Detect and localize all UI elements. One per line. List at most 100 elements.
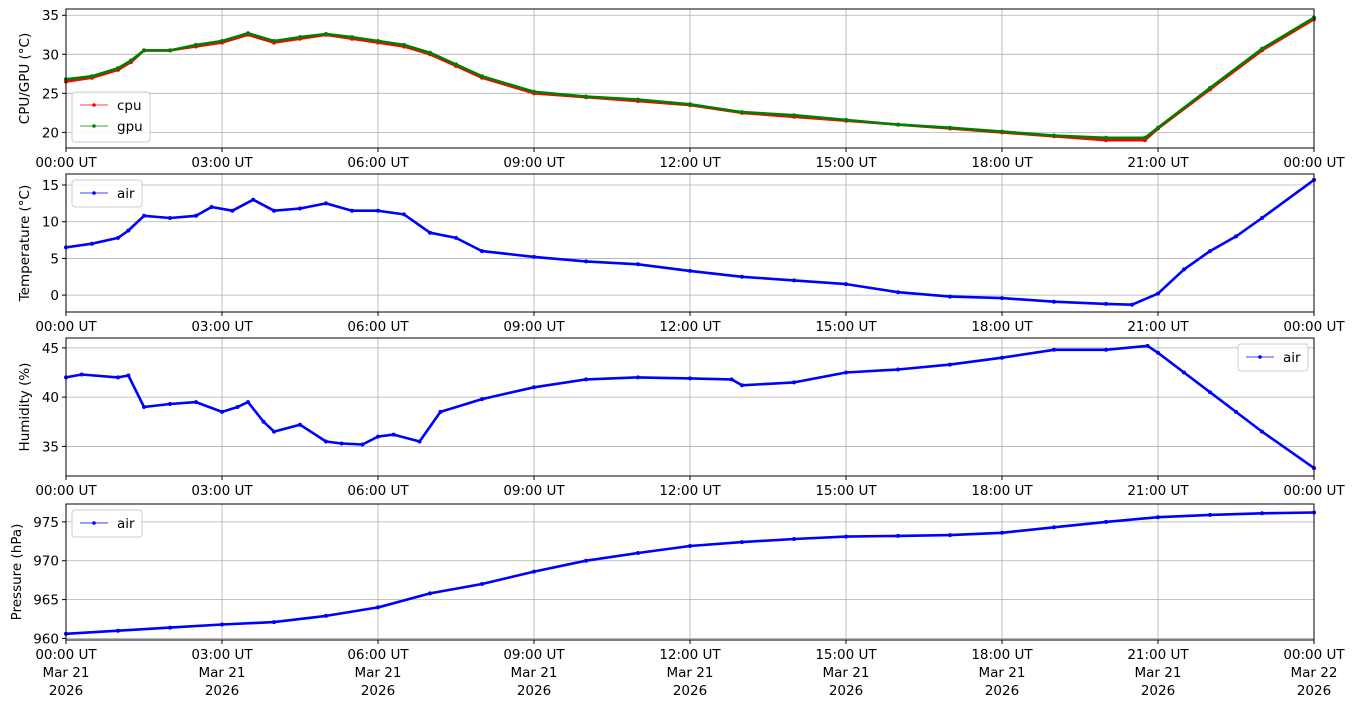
- data-point: [1208, 249, 1212, 254]
- data-point: [168, 402, 172, 406]
- data-point: [391, 432, 396, 437]
- series-points-air: [64, 343, 1316, 471]
- legend-label-air: air: [117, 186, 135, 202]
- data-point: [142, 405, 146, 409]
- data-point: [584, 558, 588, 563]
- data-point: [792, 380, 796, 385]
- x-tick-date: Mar 21: [43, 665, 90, 681]
- series-points-air: [64, 510, 1316, 636]
- data-point: [324, 613, 328, 618]
- data-point: [1260, 216, 1264, 220]
- chart-panel-3: 35 40 45 Humidity (%) 00:00 UT 03:00 UT 06:00 …: [17, 337, 1345, 499]
- x-tick-label: 03:00 UT: [191, 319, 253, 335]
- data-point: [896, 122, 900, 127]
- y-tick-label: 965: [33, 593, 59, 609]
- x-tick-year: 2026: [49, 683, 83, 699]
- data-point: [220, 409, 224, 414]
- data-point: [350, 208, 354, 213]
- data-point: [1104, 519, 1108, 524]
- data-point: [324, 32, 328, 36]
- x-tick-label: 21:00 UT: [1127, 319, 1189, 335]
- x-tick-label: 03:00 UT: [191, 483, 253, 499]
- y-tick-label: 40: [42, 390, 59, 406]
- x-tick-label: 21:00 UT: [1127, 483, 1189, 499]
- legend-label-air: air: [1283, 350, 1301, 366]
- data-point: [792, 278, 796, 283]
- data-point: [1145, 343, 1150, 348]
- data-point: [1130, 302, 1134, 307]
- data-point: [896, 367, 900, 372]
- x-tick-label: 15:00 UT: [815, 319, 877, 335]
- x-tick-label: 09:00 UT: [503, 319, 565, 335]
- x-tick-label: 09:00 UT: [503, 155, 565, 171]
- y-tick-label: 0: [50, 288, 59, 304]
- legend-label-air: air: [117, 516, 135, 532]
- x-tick-year: 2026: [829, 683, 863, 699]
- data-point: [1000, 355, 1004, 360]
- data-point: [844, 534, 848, 539]
- y-tick-label: 20: [42, 125, 59, 141]
- data-point: [1104, 347, 1108, 352]
- data-point: [948, 294, 952, 299]
- data-point: [116, 375, 120, 380]
- y-ticks: 0 5 10 15: [42, 178, 66, 304]
- x-tick-year: 2026: [985, 683, 1019, 699]
- x-tick-label: 09:00 UT: [503, 647, 565, 663]
- data-point: [142, 213, 146, 218]
- data-point: [948, 125, 952, 130]
- x-tick-year: 2026: [673, 683, 707, 699]
- data-point: [90, 74, 94, 79]
- data-point: [584, 377, 588, 382]
- data-point: [740, 540, 744, 545]
- y-tick-label: 30: [42, 47, 59, 63]
- data-point: [350, 35, 354, 40]
- data-point: [1182, 267, 1186, 272]
- x-tick-label: 18:00 UT: [971, 155, 1033, 171]
- data-point: [1156, 125, 1160, 130]
- x-tick-label: 00:00 UT: [35, 319, 97, 335]
- data-point: [129, 58, 133, 63]
- data-point: [1156, 350, 1160, 355]
- x-tick-label: 18:00 UT: [971, 319, 1033, 335]
- x-tick-label: 15:00 UT: [815, 483, 877, 499]
- data-point: [360, 442, 365, 447]
- data-point: [740, 274, 744, 279]
- data-point: [1208, 85, 1212, 90]
- x-tick-label: 06:00 UT: [347, 319, 409, 335]
- data-point: [1052, 347, 1056, 352]
- y-tick-label: 35: [42, 8, 59, 24]
- legend-marker-air: [1258, 355, 1262, 359]
- data-point: [79, 372, 84, 377]
- data-point: [1143, 135, 1147, 140]
- x-tick-label: 00:00 UT: [1283, 319, 1345, 335]
- data-point: [428, 230, 432, 235]
- y-tick-label: 975: [33, 515, 59, 531]
- data-point: [740, 383, 744, 388]
- data-point: [116, 235, 120, 240]
- x-tick-label: 06:00 UT: [347, 155, 409, 171]
- data-point: [230, 208, 235, 213]
- data-point: [1000, 530, 1004, 535]
- legend-frame: [71, 509, 143, 538]
- data-point: [584, 94, 588, 99]
- x-tick-label: 09:00 UT: [503, 483, 565, 499]
- data-point: [1052, 299, 1056, 304]
- y-tick-label: 45: [42, 341, 59, 357]
- y-tick-label: 5: [50, 251, 59, 267]
- legend-label-gpu: gpu: [117, 119, 143, 135]
- legend-frame: [71, 91, 151, 143]
- data-point: [1156, 515, 1160, 520]
- data-point: [168, 48, 172, 53]
- legend: cpu gpu: [71, 91, 151, 143]
- y-axis-label: Temperature (°C): [17, 185, 33, 303]
- data-point: [480, 397, 484, 402]
- data-point: [636, 262, 640, 267]
- x-ticks: 00:00 UT 03:00 UT 06:00 UT 09:00 UT 12:00 UT…: [35, 476, 1345, 499]
- data-point: [844, 282, 848, 287]
- x-tick-label: 06:00 UT: [347, 647, 409, 663]
- data-point: [740, 110, 744, 115]
- data-point: [688, 376, 692, 381]
- data-point: [948, 533, 952, 538]
- x-tick-year: 2026: [205, 683, 239, 699]
- data-point: [251, 197, 256, 202]
